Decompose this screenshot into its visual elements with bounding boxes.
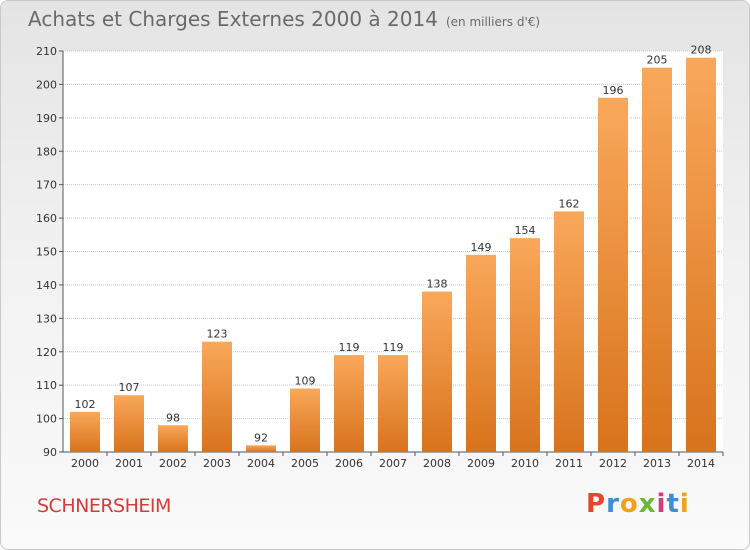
y-tick-label: 110 <box>36 379 57 392</box>
x-tick-label-2010: 2010 <box>511 457 539 470</box>
data-label-2006: 119 <box>339 341 360 354</box>
logo-letter: i <box>656 489 667 519</box>
city-name: SCHNERSHEIM <box>37 495 171 517</box>
logo-letter: x <box>638 489 657 519</box>
y-tick-label: 90 <box>43 446 57 459</box>
x-tick-label-2013: 2013 <box>643 457 671 470</box>
logo-letter: t <box>666 489 680 519</box>
y-tick-label: 210 <box>36 45 57 58</box>
data-label-2003: 123 <box>207 328 228 341</box>
title-row: Achats et Charges Externes 2000 à 2014 (e… <box>28 7 540 31</box>
x-tick-label-2001: 2001 <box>115 457 143 470</box>
bar-2013 <box>642 67 672 452</box>
y-tick-label: 170 <box>36 179 57 192</box>
data-label-2004: 92 <box>254 431 268 444</box>
data-label-2001: 107 <box>119 381 140 394</box>
bar-2012 <box>598 97 628 453</box>
y-tick-label: 120 <box>36 346 57 359</box>
x-tick-label-2008: 2008 <box>423 457 451 470</box>
data-label-2005: 109 <box>295 375 316 388</box>
x-tick-label-2005: 2005 <box>291 457 319 470</box>
data-label-2002: 98 <box>166 411 180 424</box>
x-tick-label-2004: 2004 <box>247 457 275 470</box>
y-tick-label: 130 <box>36 312 57 325</box>
x-tick-label-2012: 2012 <box>599 457 627 470</box>
bar-2014 <box>686 57 716 452</box>
bar-2010 <box>510 238 540 452</box>
bar-2008 <box>422 291 452 452</box>
x-tick-label-2006: 2006 <box>335 457 363 470</box>
data-label-2014: 208 <box>691 44 712 57</box>
x-tick-label-2003: 2003 <box>203 457 231 470</box>
data-label-2010: 154 <box>515 224 536 237</box>
data-label-2008: 138 <box>427 278 448 291</box>
bar-2006 <box>334 355 364 452</box>
bar-2011 <box>554 211 584 452</box>
data-label-2011: 162 <box>559 197 580 210</box>
x-tick-label-2011: 2011 <box>555 457 583 470</box>
x-tick-label-2009: 2009 <box>467 457 495 470</box>
data-label-2013: 205 <box>647 54 668 67</box>
bar-2002 <box>158 425 188 452</box>
bar-2000 <box>70 411 100 452</box>
x-tick-label-2002: 2002 <box>159 457 187 470</box>
x-tick-label-2007: 2007 <box>379 457 407 470</box>
logo-letter: P <box>586 489 607 519</box>
data-label-2000: 102 <box>75 398 96 411</box>
y-tick-label: 190 <box>36 112 57 125</box>
bar-2003 <box>202 341 232 452</box>
x-tick-label-2014: 2014 <box>687 457 715 470</box>
y-tick-label: 140 <box>36 279 57 292</box>
y-tick-label: 200 <box>36 78 57 91</box>
bar-2001 <box>114 395 144 452</box>
y-tick-label: 100 <box>36 413 57 426</box>
bar-2007 <box>378 355 408 452</box>
logo-letter: r <box>606 489 620 519</box>
bar-2005 <box>290 388 320 452</box>
x-tick-label-2000: 2000 <box>71 457 99 470</box>
logo-letter: i <box>679 489 690 519</box>
data-label-2007: 119 <box>383 341 404 354</box>
y-tick-label: 160 <box>36 212 57 225</box>
proxiti-logo: Proxiti <box>586 489 690 519</box>
data-label-2009: 149 <box>471 241 492 254</box>
y-tick-label: 180 <box>36 145 57 158</box>
bar-2009 <box>466 254 496 452</box>
logo-letter: o <box>619 489 639 519</box>
data-label-2012: 196 <box>603 84 624 97</box>
chart-subtitle: (en milliers d'€) <box>445 15 541 29</box>
bar-2004 <box>246 445 276 452</box>
y-tick-label: 150 <box>36 246 57 259</box>
chart-title: Achats et Charges Externes 2000 à 2014 <box>28 7 438 31</box>
